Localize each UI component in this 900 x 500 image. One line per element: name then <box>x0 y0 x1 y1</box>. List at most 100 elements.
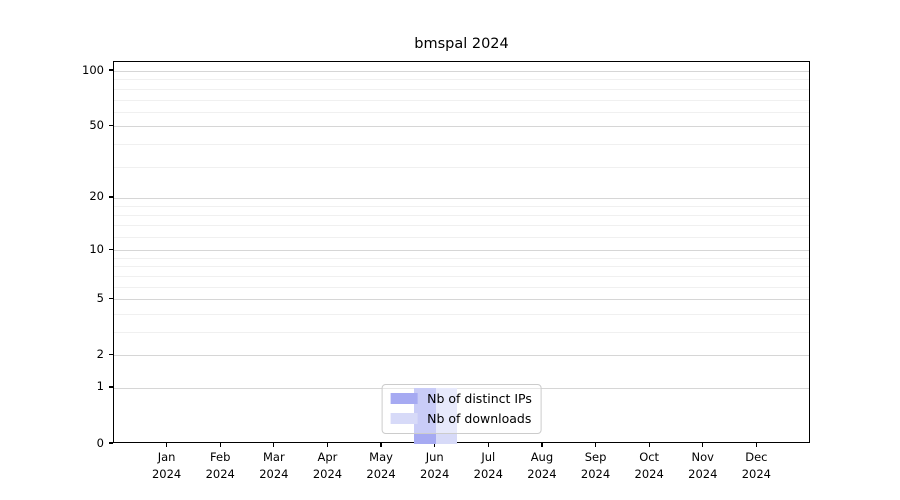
x-tick-month: Oct <box>639 450 660 464</box>
y-gridline-major <box>114 71 809 73</box>
x-tick-mark <box>434 443 436 447</box>
y-tick-label: 20 <box>89 189 104 204</box>
y-tick-label: 2 <box>96 346 104 361</box>
legend-item-distinct-ips: Nb of distinct IPs <box>390 391 532 406</box>
legend-swatch-downloads <box>390 413 418 424</box>
x-tick-year: 2024 <box>259 467 289 482</box>
y-gridline-minor <box>114 215 809 217</box>
x-tick-label: Jan 2024 <box>135 449 199 484</box>
chart-title: bmspal 2024 <box>414 36 509 52</box>
x-tick-month: Sep <box>584 450 607 464</box>
y-gridline-major <box>114 197 809 199</box>
y-gridline-minor <box>114 313 809 315</box>
y-gridline-major <box>114 355 809 357</box>
y-tick-label: 10 <box>89 241 104 256</box>
x-tick-label: Oct 2024 <box>617 449 681 484</box>
x-tick-month: Apr <box>317 450 338 464</box>
y-tick-label: 1 <box>96 379 104 394</box>
x-tick-month: Jul <box>481 450 496 464</box>
x-tick-month: Aug <box>530 450 554 464</box>
y-gridline-minor <box>114 225 809 227</box>
y-gridline-major <box>114 250 809 252</box>
y-gridline-minor <box>114 236 809 238</box>
x-tick-mark <box>541 443 543 447</box>
x-tick-month: May <box>369 450 393 464</box>
x-tick-label: May 2024 <box>349 449 413 484</box>
x-tick-label: Jul 2024 <box>456 449 520 484</box>
x-tick-label: Apr 2024 <box>295 449 359 484</box>
x-tick-month: Nov <box>691 450 714 464</box>
y-tick-label: 0 <box>96 435 104 450</box>
x-tick-year: 2024 <box>473 467 503 482</box>
x-tick-mark <box>166 443 168 447</box>
x-tick-label: Jun 2024 <box>403 449 467 484</box>
y-tick-mark <box>109 69 113 71</box>
x-tick-month: Feb <box>210 450 231 464</box>
y-gridline-major <box>114 387 809 389</box>
y-gridline-major <box>114 299 809 301</box>
legend: Nb of distinct IPs Nb of downloads <box>381 384 542 434</box>
y-gridline-major <box>114 126 809 128</box>
x-tick-year: 2024 <box>151 467 182 482</box>
x-tick-month: Jun <box>425 450 444 464</box>
bars-layer <box>114 62 809 444</box>
x-tick-label: Dec 2024 <box>724 449 788 484</box>
x-tick-mark <box>273 443 275 447</box>
x-tick-mark <box>380 443 382 447</box>
x-tick-mark <box>594 443 597 447</box>
y-tick-mark <box>109 248 113 250</box>
y-tick-label: 100 <box>82 62 104 77</box>
y-gridline-minor <box>114 206 809 208</box>
y-gridline-minor <box>114 99 809 101</box>
y-gridline-minor <box>114 166 809 168</box>
x-tick-year: 2024 <box>420 467 450 482</box>
x-tick-year: 2024 <box>634 467 664 482</box>
x-tick-month: Mar <box>262 450 285 464</box>
bar-distinct-ips-jun <box>414 387 436 444</box>
x-tick-year: 2024 <box>312 467 343 482</box>
x-tick-year: 2024 <box>366 467 396 482</box>
x-tick-year: 2024 <box>205 467 235 482</box>
grid-layer <box>114 62 809 442</box>
legend-swatch-distinct-ips <box>390 393 418 404</box>
x-tick-year: 2024 <box>580 467 611 482</box>
x-tick-label: Sep 2024 <box>564 449 628 484</box>
x-tick-mark <box>219 443 221 447</box>
x-tick-label: Feb 2024 <box>188 449 252 484</box>
bar-downloads-jun <box>435 387 458 444</box>
y-tick-label: 5 <box>96 290 104 305</box>
legend-item-downloads: Nb of downloads <box>390 411 532 426</box>
y-gridline-minor <box>114 275 809 277</box>
x-tick-mark <box>487 443 489 447</box>
x-tick-label: Mar 2024 <box>242 449 306 484</box>
y-tick-mark <box>109 386 113 388</box>
x-tick-label: Aug 2024 <box>510 449 574 484</box>
y-gridline-minor <box>114 79 809 81</box>
x-tick-mark <box>648 443 650 447</box>
y-tick-label: 50 <box>89 117 104 132</box>
x-tick-month: Dec <box>745 450 768 464</box>
y-tick-mark <box>109 297 113 299</box>
plot-area: Nb of distinct IPs Nb of downloads <box>113 61 810 444</box>
y-gridline-minor <box>114 143 809 145</box>
y-gridline-minor <box>114 88 809 90</box>
x-tick-year: 2024 <box>688 467 718 482</box>
y-tick-mark <box>109 353 113 355</box>
x-tick-mark <box>326 443 329 447</box>
y-tick-mark <box>109 124 113 126</box>
x-tick-year: 2024 <box>741 467 772 482</box>
y-gridline-minor <box>114 111 809 113</box>
y-tick-mark <box>109 442 113 444</box>
x-tick-mark <box>755 443 757 447</box>
y-gridline-minor <box>114 266 809 268</box>
legend-label-distinct-ips: Nb of distinct IPs <box>427 391 532 406</box>
x-tick-month: Jan <box>157 450 176 464</box>
x-tick-mark <box>702 443 704 447</box>
y-gridline-minor <box>114 286 809 288</box>
y-tick-mark <box>109 196 113 198</box>
x-tick-label: Nov 2024 <box>671 449 735 484</box>
y-gridline-minor <box>114 331 809 333</box>
x-tick-year: 2024 <box>527 467 557 482</box>
y-gridline-minor <box>114 257 809 259</box>
